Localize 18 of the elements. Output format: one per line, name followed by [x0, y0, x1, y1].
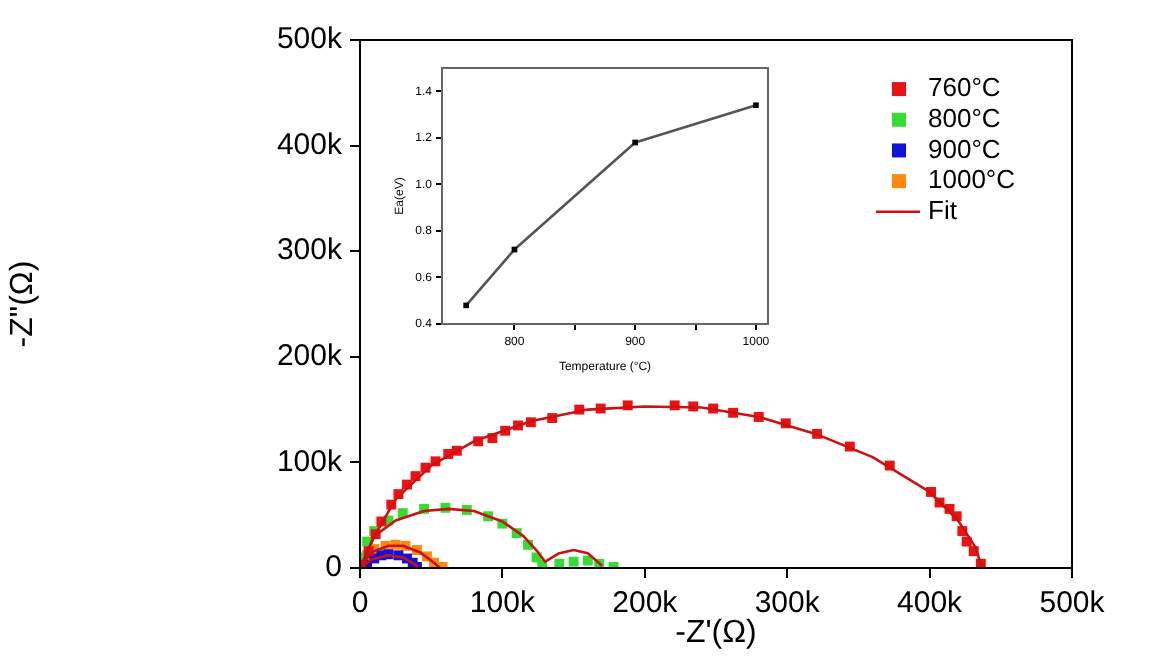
x-tick-label: 0 [351, 586, 369, 621]
legend-label: Fit [928, 194, 958, 225]
x-tick-label: 300k [754, 586, 821, 621]
y-tick-label: 400k [276, 127, 343, 162]
x-tick-label: 200k [612, 586, 679, 621]
y-tick-label: 0 [325, 550, 342, 585]
y-tick-label: 100k [276, 444, 343, 479]
y-tick-label: 500k [276, 22, 343, 57]
legend-label: 760°C [928, 72, 1001, 103]
x-tick-label: 100k [469, 586, 536, 621]
x-tick-label: 400k [897, 586, 964, 621]
y-axis-title: -Z"(Ω) [6, 260, 41, 348]
y-tick-label: 300k [276, 233, 343, 268]
legend-label: 1000°C [928, 164, 1016, 195]
x-axis-title: -Z'(Ω) [675, 615, 757, 650]
x-tick-label: 500k [1039, 586, 1106, 621]
legend-label: 900°C [928, 133, 1001, 164]
legend-label: 800°C [928, 102, 1001, 133]
